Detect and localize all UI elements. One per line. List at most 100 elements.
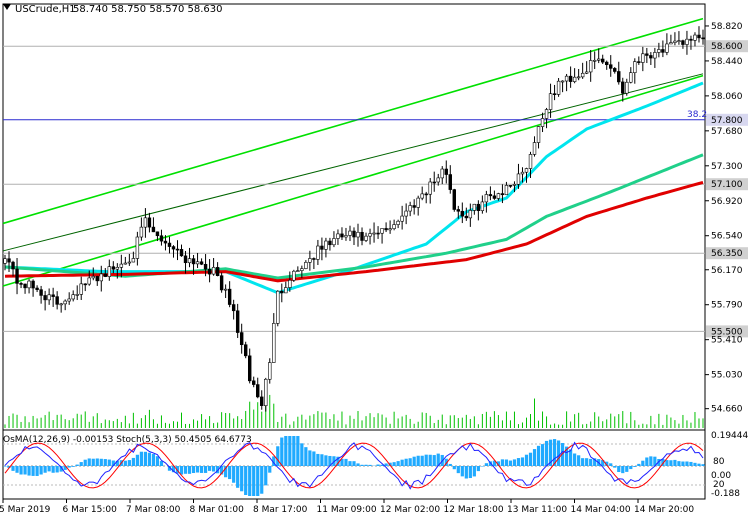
- osma-bar: [31, 466, 34, 476]
- candle-body: [96, 276, 99, 281]
- candle-body: [196, 262, 199, 264]
- candle-body: [44, 295, 47, 299]
- candle-body: [501, 194, 504, 195]
- candle-body: [24, 284, 27, 288]
- candle-body: [136, 237, 139, 258]
- candle-body: [325, 241, 328, 249]
- osma-bar: [184, 466, 187, 474]
- candle-body: [76, 294, 79, 295]
- osma-bar: [68, 466, 71, 468]
- osma-bar: [613, 466, 616, 468]
- candle-body: [417, 198, 420, 207]
- candle-body: [637, 62, 640, 63]
- candle-body: [168, 243, 171, 246]
- osma-bar: [393, 462, 396, 466]
- osma-bar: [609, 463, 612, 466]
- candle-body: [569, 76, 572, 81]
- candle-body: [321, 246, 324, 249]
- candle-body: [525, 169, 528, 173]
- osma-bar: [308, 450, 311, 466]
- candle-body: [349, 231, 352, 235]
- candle-body: [160, 236, 163, 241]
- candle-body: [533, 143, 536, 155]
- candle-body: [292, 271, 295, 280]
- level-price-label: 58.600: [711, 42, 743, 52]
- candle-body: [32, 281, 35, 288]
- candle-body: [232, 305, 235, 311]
- osma-bar: [681, 462, 684, 466]
- candle-body: [48, 295, 51, 300]
- candle-body: [80, 284, 83, 295]
- candle-body: [100, 274, 103, 281]
- osma-bar: [284, 436, 287, 466]
- candle-body: [385, 228, 388, 229]
- candle-body: [20, 283, 23, 284]
- osma-bar: [368, 465, 371, 466]
- candle-body: [272, 323, 275, 362]
- osma-bar: [348, 461, 351, 466]
- osma-bar: [108, 460, 111, 466]
- osma-bar: [621, 466, 624, 473]
- osma-bar: [252, 466, 255, 496]
- candle-body: [52, 295, 55, 297]
- osma-bar: [280, 438, 283, 466]
- candle-body: [128, 262, 131, 263]
- candle-body: [485, 194, 488, 201]
- candle-body: [308, 258, 311, 262]
- candle-body: [312, 258, 315, 259]
- price-tick-label: 58.060: [711, 92, 743, 102]
- osma-bar: [192, 466, 195, 473]
- price-tick-label: 55.790: [711, 301, 743, 311]
- osma-bar: [673, 460, 676, 466]
- level-price-label: 57.100: [711, 180, 743, 190]
- osma-bar: [537, 446, 540, 466]
- osma-bar: [585, 458, 588, 466]
- candle-body: [148, 218, 151, 227]
- osma-bar: [84, 460, 87, 466]
- osma-bar: [577, 455, 580, 466]
- candle-body: [461, 211, 464, 216]
- candle-body: [613, 68, 616, 71]
- candle-body: [421, 194, 424, 198]
- indicator-label: OsMA(12,26,9) -0.00153 Stoch(5,3,3) 50.4…: [3, 435, 252, 445]
- symbol-label: USCrude,H1: [15, 4, 76, 15]
- time-tick-label: 7 Mar 08:00: [126, 505, 181, 515]
- candle-body: [16, 269, 19, 283]
- candle-body: [437, 178, 440, 182]
- candle-body: [702, 38, 705, 39]
- osma-bar: [481, 466, 484, 467]
- osma-bar: [44, 466, 47, 473]
- candle-body: [208, 269, 211, 274]
- osma-bar: [485, 463, 488, 466]
- candle-body: [549, 94, 552, 110]
- osma-bar: [148, 453, 151, 466]
- osma-bar: [417, 456, 420, 466]
- candle-body: [373, 233, 376, 234]
- candle-body: [244, 345, 247, 356]
- candle-body: [216, 267, 219, 275]
- candle-body: [409, 206, 412, 212]
- osma-bar: [397, 461, 400, 466]
- osma-bar: [364, 465, 367, 466]
- candle-body: [477, 204, 480, 210]
- osma-bar: [140, 452, 143, 466]
- candle-body: [505, 185, 508, 194]
- candle-body: [112, 267, 115, 270]
- candle-body: [661, 49, 664, 52]
- osma-bar: [501, 459, 504, 466]
- osma-bar: [324, 455, 327, 466]
- candle-body: [609, 65, 612, 69]
- candle-body: [204, 264, 207, 269]
- candle-body: [694, 35, 697, 40]
- candle-body: [509, 185, 512, 186]
- osma-bar: [529, 453, 532, 466]
- candle-body: [4, 259, 7, 264]
- osma-bar: [433, 455, 436, 466]
- osma-bar: [505, 459, 508, 466]
- osma-bar: [316, 454, 319, 466]
- candle-body: [60, 304, 63, 305]
- osma-bar: [689, 462, 692, 466]
- candle-body: [268, 363, 271, 380]
- candle-body: [641, 54, 644, 63]
